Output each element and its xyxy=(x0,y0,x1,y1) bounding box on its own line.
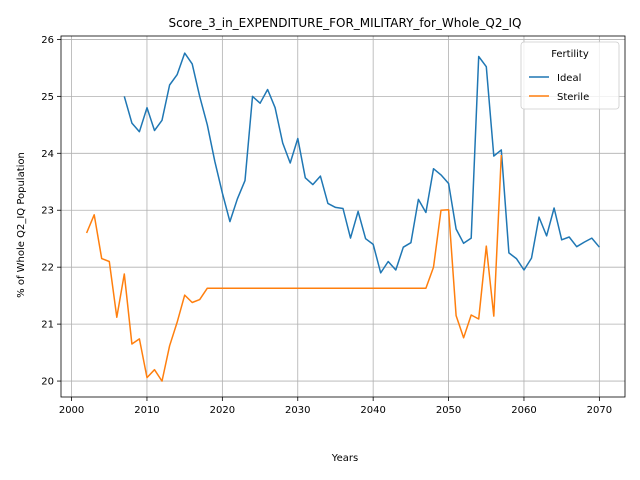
legend-label: Ideal xyxy=(557,73,581,84)
legend: Fertility Ideal Sterile xyxy=(521,42,619,109)
y-tick-label: 24 xyxy=(41,149,54,160)
x-axis: 2000 2010 2020 2030 2040 2050 2060 2070 xyxy=(59,397,612,416)
y-axis-label: % of Whole Q2_IQ Population xyxy=(16,152,27,298)
y-tick-label: 22 xyxy=(41,263,54,274)
x-tick-label: 2040 xyxy=(360,405,385,416)
x-tick-label: 2000 xyxy=(59,405,84,416)
x-tick-label: 2060 xyxy=(511,405,536,416)
x-axis-label: Years xyxy=(331,453,358,464)
x-tick-label: 2070 xyxy=(587,405,612,416)
y-tick-label: 23 xyxy=(41,206,54,217)
x-tick-label: 2050 xyxy=(436,405,461,416)
legend-title: Fertility xyxy=(551,49,589,60)
y-tick-label: 20 xyxy=(41,377,54,388)
y-axis: 20 21 22 23 24 25 26 xyxy=(41,35,61,388)
y-tick-label: 21 xyxy=(41,320,54,331)
x-tick-label: 2030 xyxy=(285,405,310,416)
series-line-sterile xyxy=(87,155,502,381)
y-tick-label: 25 xyxy=(41,92,54,103)
y-tick-label: 26 xyxy=(41,35,54,46)
legend-label: Sterile xyxy=(557,92,589,103)
x-tick-label: 2010 xyxy=(134,405,159,416)
chart-title: Score_3_in_EXPENDITURE_FOR_MILITARY_for_… xyxy=(169,16,522,30)
x-tick-label: 2020 xyxy=(210,405,235,416)
